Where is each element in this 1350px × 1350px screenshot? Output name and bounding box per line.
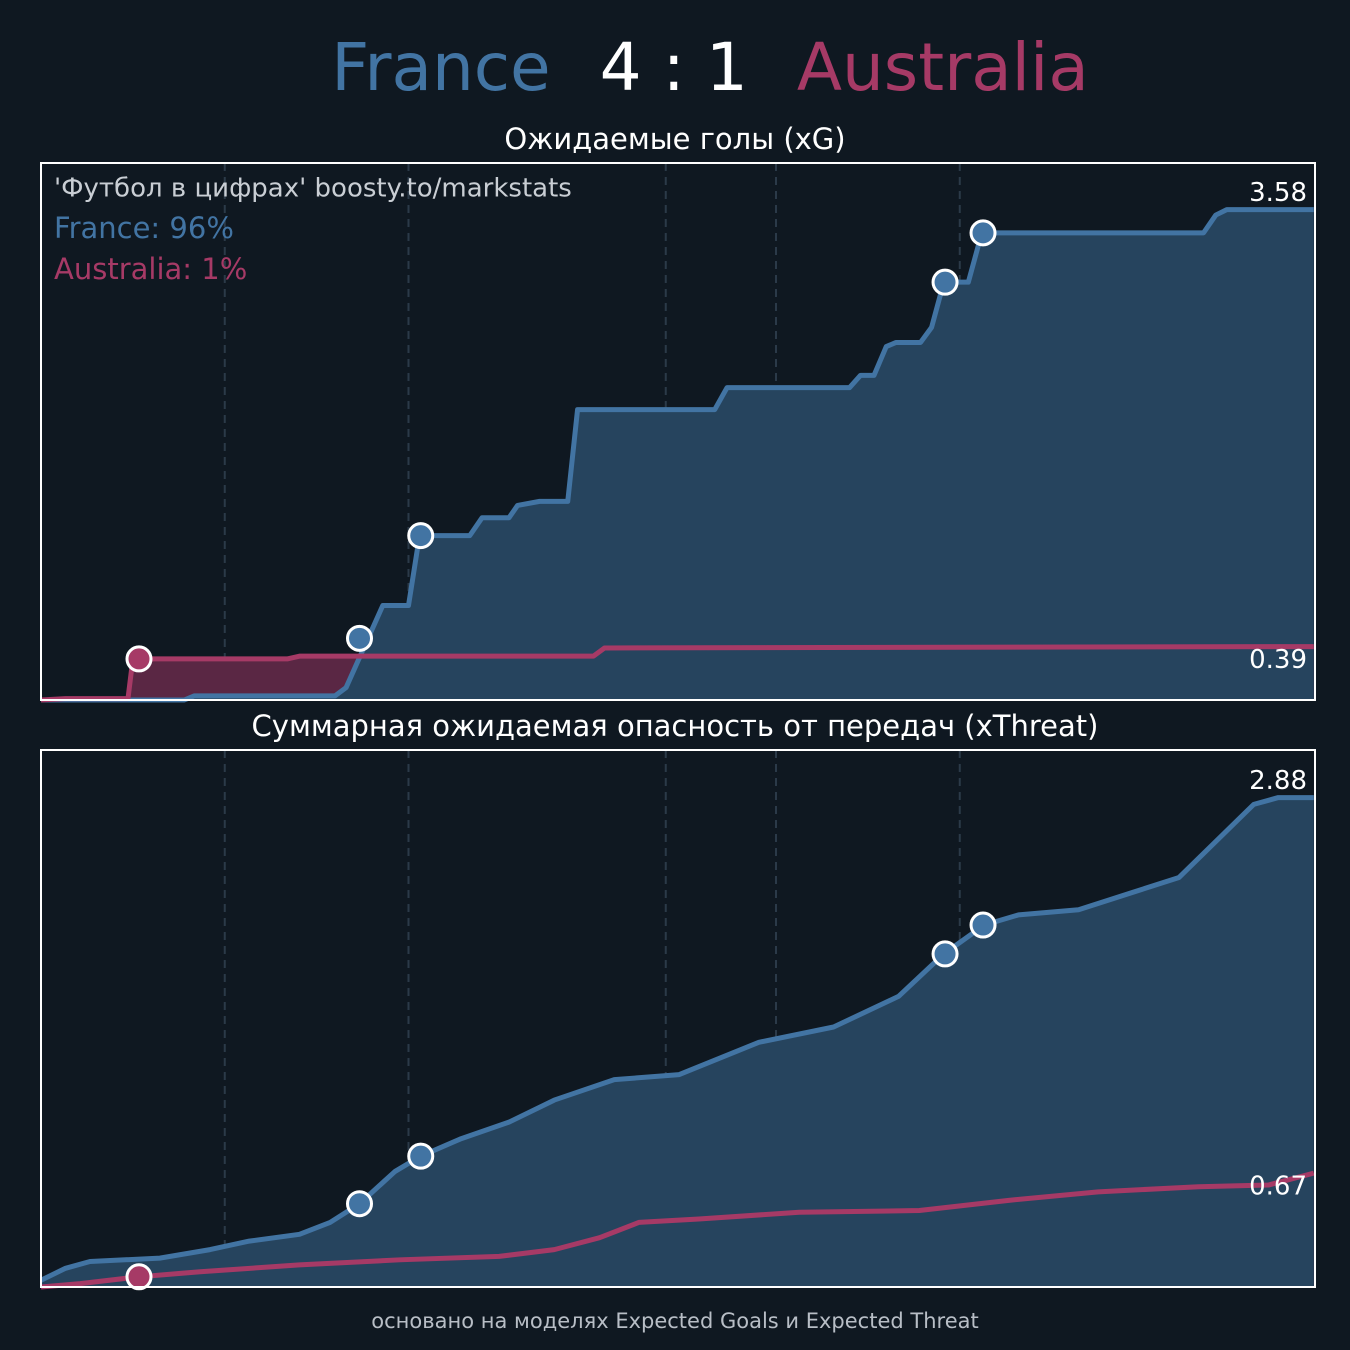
home-team: France xyxy=(331,29,550,106)
footer: основано на моделях Expected Goals и Exp… xyxy=(371,1309,978,1333)
area xyxy=(41,209,1314,700)
goal-marker xyxy=(407,1142,435,1170)
away-team: Australia xyxy=(797,29,1089,106)
end-value-label: 3.58 xyxy=(1249,178,1307,208)
annotation: Australia: 1% xyxy=(54,252,247,286)
goal-marker xyxy=(931,940,959,968)
annotation: 'Футбол в цифрах' boosty.to/markstats xyxy=(54,174,572,204)
end-value-label: 0.67 xyxy=(1249,1172,1307,1202)
annotation: France: 96% xyxy=(54,211,234,245)
goal-marker xyxy=(969,219,997,247)
line xyxy=(40,644,1314,703)
line xyxy=(39,795,1314,1283)
goal-marker xyxy=(125,1263,153,1291)
line xyxy=(40,1170,1315,1290)
chart-title: Ожидаемые голы (xG) xyxy=(504,122,845,156)
goal-marker xyxy=(931,268,959,296)
goal-marker xyxy=(125,645,153,673)
goal-marker xyxy=(969,911,997,939)
end-value-label: 2.88 xyxy=(1249,766,1307,796)
goal-marker xyxy=(346,624,373,652)
match-header: France 4 : 1 Australia xyxy=(331,29,1089,106)
goal-marker xyxy=(346,1190,373,1218)
area xyxy=(41,797,1314,1287)
plot-frame xyxy=(40,749,1316,1288)
end-value-label: 0.39 xyxy=(1249,645,1307,675)
line xyxy=(41,207,1314,703)
plot-frame xyxy=(40,162,1316,701)
goal-marker xyxy=(407,522,435,550)
score: 4 : 1 xyxy=(600,29,748,106)
chart-title: Суммарная ожидаемая опасность от передач… xyxy=(252,709,1099,743)
